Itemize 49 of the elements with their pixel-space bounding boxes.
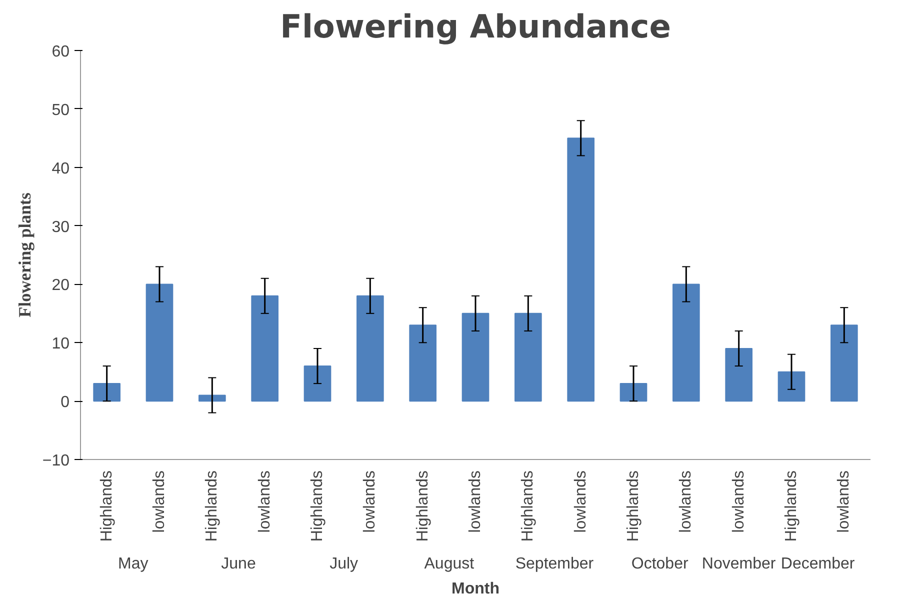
y-tick-label: 50	[52, 102, 70, 119]
x-tick-label: lowlands	[572, 470, 590, 533]
x-tick-label: lowlands	[256, 470, 274, 533]
x-axis-title: Month	[452, 580, 500, 598]
bar	[514, 312, 542, 402]
x-tick-label: Highlands	[625, 470, 642, 542]
x-tick-label: Highlands	[783, 470, 800, 542]
x-tick-label: lowlands	[836, 470, 853, 533]
x-tick-label: lowlands	[362, 470, 379, 533]
text: May	[118, 556, 148, 572]
bar	[198, 394, 226, 402]
bar	[725, 348, 752, 402]
y-tick-label: 40	[52, 160, 70, 178]
text: November	[702, 556, 776, 572]
bar	[672, 284, 700, 402]
y-tick-label: 30	[52, 218, 70, 236]
y-tick-label: 10	[52, 336, 70, 353]
x-tick-label: Highlands	[309, 470, 326, 542]
bar	[567, 138, 594, 402]
bar	[462, 312, 490, 402]
x-tick-label: lowlands	[151, 470, 168, 533]
y-tick-label: 60	[52, 44, 70, 60]
text: June	[221, 556, 256, 572]
bar	[356, 295, 384, 402]
y-tick-label: 0	[60, 394, 70, 412]
bar	[620, 383, 648, 402]
bar	[251, 295, 278, 402]
text: July	[330, 556, 358, 572]
bar	[93, 383, 120, 402]
x-tick-label: Highlands	[98, 470, 116, 542]
chart-title: Flowering Abundance	[280, 8, 671, 46]
y-axis-title: Flowering plants	[15, 192, 34, 318]
bar	[830, 324, 858, 402]
x-tick-label: Highlands	[520, 470, 537, 542]
x-tick-label: Highlands	[414, 470, 432, 542]
bar	[146, 284, 174, 402]
y-tick-label: 20	[52, 277, 70, 294]
text: December	[780, 556, 856, 572]
y-tick-label: −10	[42, 452, 70, 470]
x-tick-label: lowlands	[730, 470, 748, 533]
bar	[778, 371, 806, 402]
text: September	[515, 556, 594, 572]
text: August	[424, 556, 475, 572]
bar	[304, 366, 332, 402]
x-tick-label: lowlands	[678, 470, 695, 533]
bar	[409, 324, 436, 402]
x-tick-label: Highlands	[204, 470, 221, 542]
text: October	[631, 556, 689, 572]
x-tick-label: lowlands	[467, 470, 484, 533]
